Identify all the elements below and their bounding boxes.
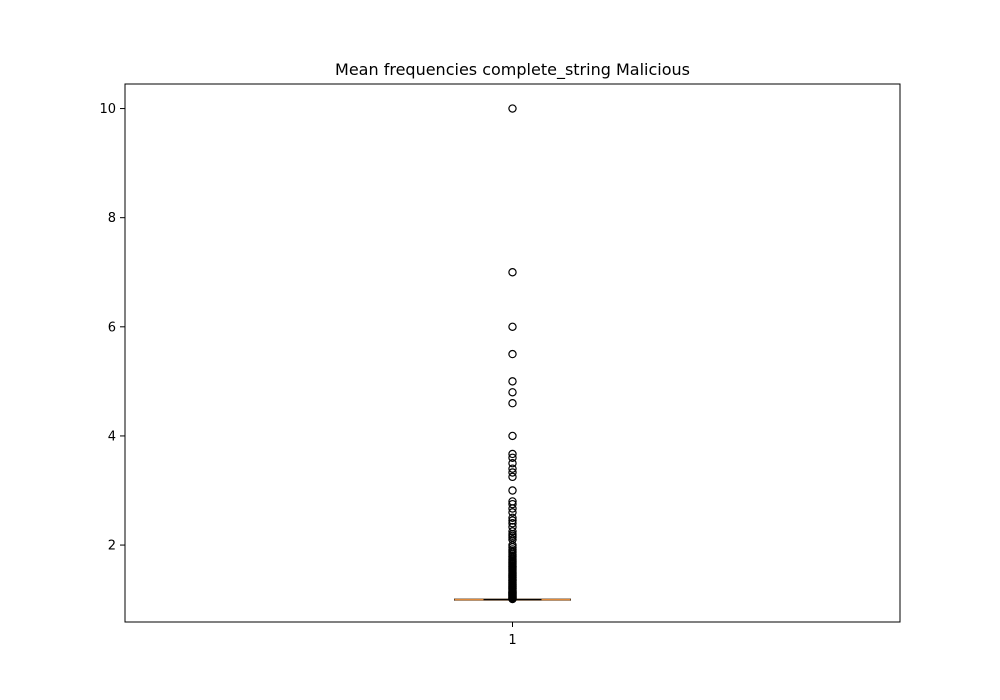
outlier-point — [508, 468, 517, 477]
outlier-point — [508, 594, 517, 604]
outlier-point — [508, 472, 517, 482]
outlier-point — [508, 322, 517, 332]
outlier-point — [508, 527, 517, 536]
outlier-point — [508, 513, 517, 522]
outlier-point — [508, 377, 517, 386]
y-tick-label: 6 — [108, 320, 116, 335]
outlier-point — [508, 486, 517, 495]
outlier-point — [508, 504, 517, 513]
y-tick-label: 8 — [108, 211, 116, 226]
outlier-point — [508, 508, 517, 517]
outlier-point — [508, 516, 517, 525]
outlier-point — [508, 464, 517, 473]
outlier-point — [508, 388, 517, 397]
x-tick-label: 1 — [508, 633, 516, 648]
outlier-point — [508, 349, 517, 359]
y-tick-label: 10 — [99, 102, 116, 117]
outlier-point — [508, 499, 517, 509]
outlier-point — [508, 431, 517, 441]
chart-title: Mean frequencies complete_string Malicio… — [335, 60, 690, 80]
outlier-point — [508, 268, 517, 277]
axes-frame — [124, 83, 901, 623]
outlier-point — [508, 398, 517, 408]
outlier-point — [508, 449, 517, 459]
y-tick-label: 4 — [108, 429, 116, 444]
outlier-point — [508, 453, 517, 462]
outlier-point — [508, 459, 517, 468]
outlier-point — [508, 519, 517, 528]
y-tick-label: 2 — [108, 539, 116, 554]
outlier-point — [508, 104, 517, 113]
plot-area: 2 4 6 8 10 1 — [99, 102, 571, 648]
